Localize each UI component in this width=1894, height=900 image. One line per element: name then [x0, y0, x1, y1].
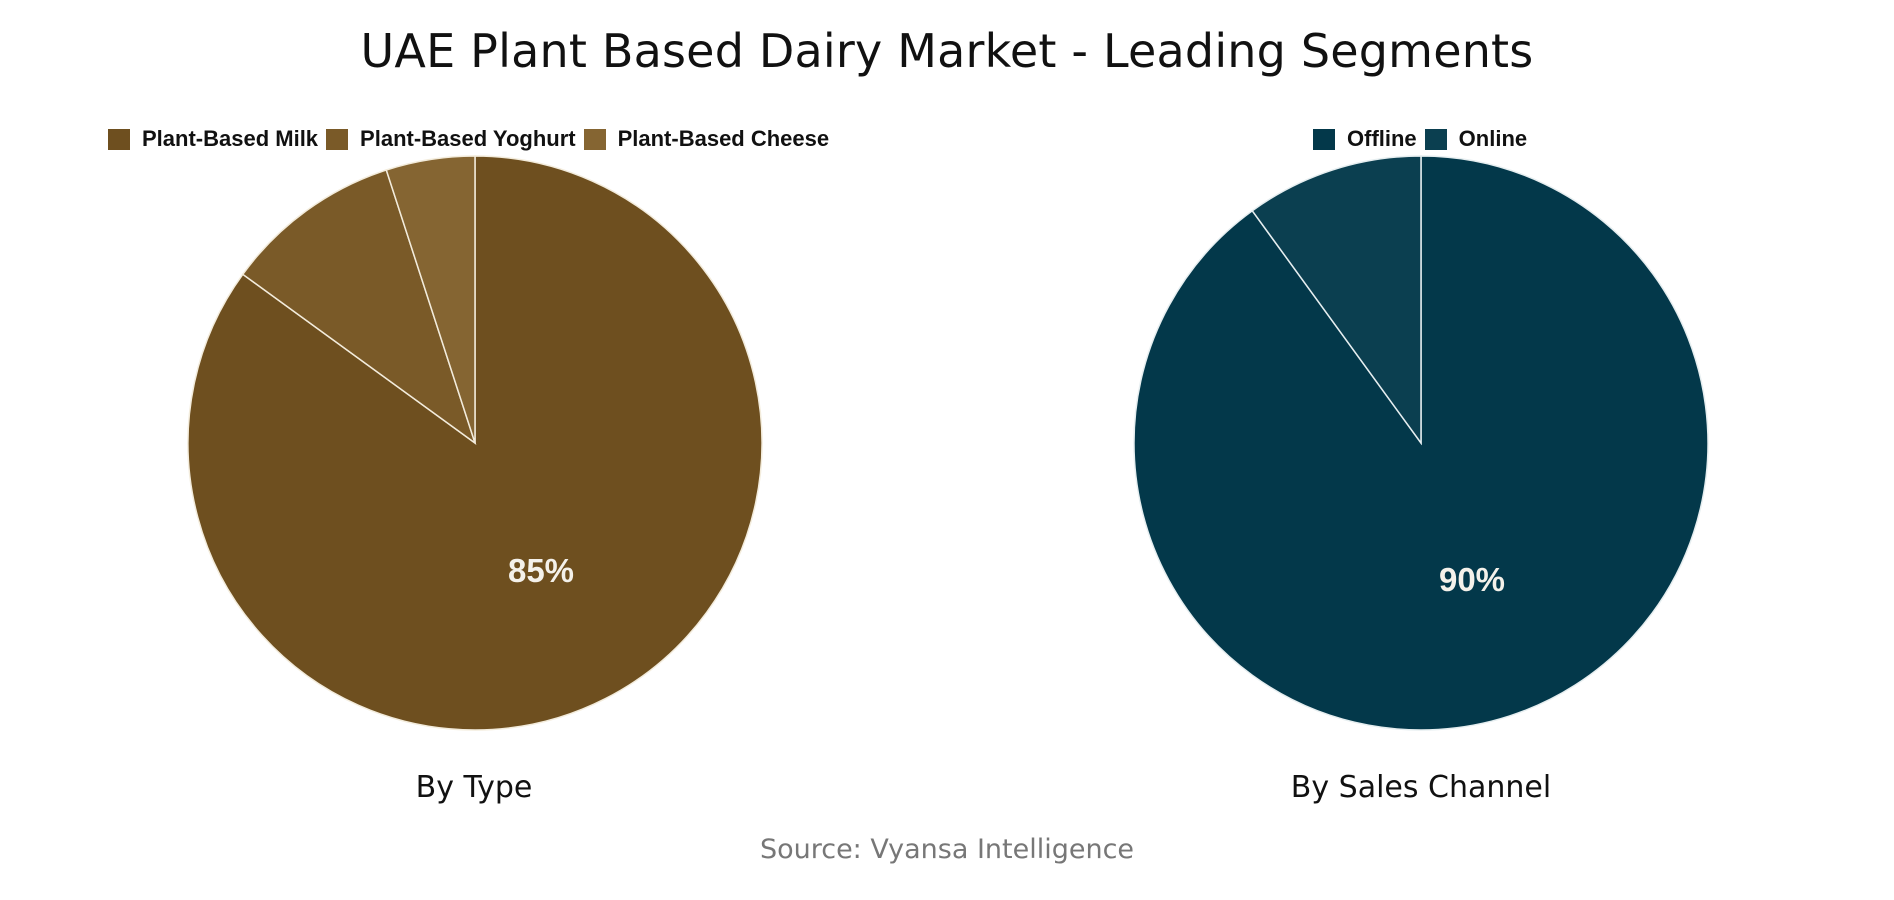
data-label-offline: 90% [1438, 561, 1506, 598]
legend-item-plant-based-milk[interactable]: Plant-Based Milk [108, 126, 318, 152]
caption-by-type: By Type [415, 770, 533, 805]
legend-label: Plant-Based Cheese [617, 126, 830, 151]
pie-slice-plant-based-cheese[interactable] [385, 155, 476, 444]
pie-slice-plant-based-yoghurt[interactable] [241, 169, 477, 445]
data-label-plant-based-milk: 85% [507, 552, 575, 589]
legend-label: Online [1458, 126, 1528, 151]
legend-item-offline[interactable]: Offline [1313, 126, 1417, 152]
legend-swatch-icon [1313, 128, 1335, 150]
legend-swatch-icon [583, 128, 606, 150]
pie-slice-online[interactable] [1251, 155, 1422, 446]
legend-label: Offline [1347, 126, 1417, 151]
source-note: Source: Vyansa Intelligence [759, 834, 1135, 865]
legend-by-sales-channel: Offline Online [1313, 126, 1535, 152]
legend-swatch-icon [108, 128, 130, 150]
legend-swatch-icon [326, 128, 349, 150]
pie-chart-by-type [187, 155, 763, 731]
legend-label: Plant-Based Milk [142, 126, 319, 151]
pie-chart-by-sales-channel [1133, 155, 1709, 731]
caption-by-sales-channel: By Sales Channel [1290, 770, 1552, 805]
legend-item-plant-based-cheese[interactable]: Plant-Based Cheese [583, 126, 830, 152]
legend-by-type: Plant-Based Milk Plant-Based Yoghurt Pla… [108, 126, 837, 152]
legend-swatch-icon [1424, 128, 1447, 150]
chart-title: UAE Plant Based Dairy Market - Leading S… [360, 24, 1534, 78]
legend-item-plant-based-yoghurt[interactable]: Plant-Based Yoghurt [326, 126, 576, 152]
legend-item-online[interactable]: Online [1424, 126, 1528, 152]
legend-label: Plant-Based Yoghurt [360, 126, 576, 151]
